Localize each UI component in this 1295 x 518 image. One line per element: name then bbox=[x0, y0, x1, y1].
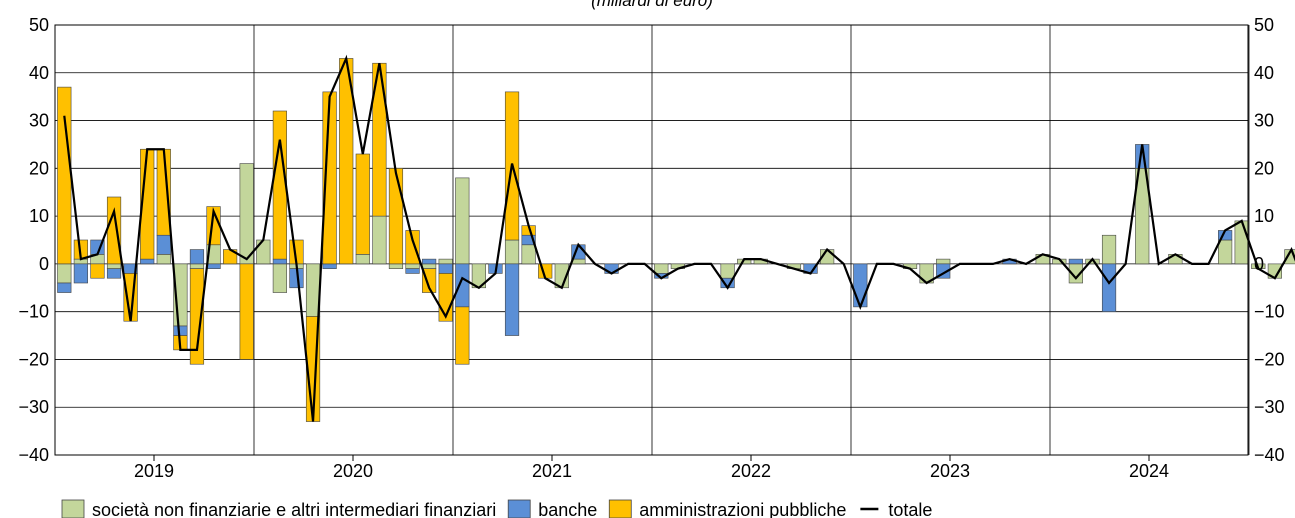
y-tick-label-left: 30 bbox=[29, 111, 49, 131]
bar-segment bbox=[272, 263, 287, 293]
y-tick-label-right: 20 bbox=[1254, 158, 1274, 178]
bar-segment bbox=[355, 153, 370, 255]
bar-segment bbox=[422, 268, 437, 293]
y-tick-label-right: 50 bbox=[1254, 15, 1274, 35]
bar-segment bbox=[1101, 234, 1117, 265]
y-tick-label-left: 10 bbox=[29, 206, 49, 226]
bar-segment bbox=[189, 249, 205, 265]
bar-segment bbox=[455, 177, 470, 265]
legend-label: società non finanziarie e altri intermed… bbox=[92, 500, 496, 518]
y-axis-right-ticks: −40 −30 −20 −10 0 10 20 30 40 50 bbox=[1254, 15, 1285, 465]
y-tick-label-right: 30 bbox=[1254, 111, 1274, 131]
bar-segment bbox=[1218, 239, 1233, 265]
y-tick-label-left: −30 bbox=[18, 397, 49, 417]
y-tick-label-right: −40 bbox=[1254, 445, 1285, 465]
bar-segment bbox=[57, 263, 72, 284]
y-tick-label-right: 0 bbox=[1254, 254, 1264, 274]
bar-segment bbox=[388, 168, 404, 265]
bar-segment bbox=[504, 239, 520, 265]
bar-segment bbox=[455, 263, 470, 308]
bar-segment bbox=[189, 268, 205, 365]
x-tick-label: 2022 bbox=[731, 461, 771, 481]
bar-segment bbox=[521, 244, 536, 265]
bar-segment bbox=[322, 263, 337, 269]
bar-segment bbox=[372, 215, 387, 265]
y-tick-label-left: 50 bbox=[29, 15, 49, 35]
y-tick-label-left: 0 bbox=[39, 254, 49, 274]
y-tick-label-right: 10 bbox=[1254, 206, 1274, 226]
bar-segment bbox=[405, 268, 420, 274]
x-axis-year-ticks: 2019 2020 2021 2022 2023 2024 bbox=[134, 455, 1169, 481]
legend-swatch bbox=[61, 499, 85, 518]
x-tick-label: 2023 bbox=[930, 461, 970, 481]
bar-segment bbox=[936, 258, 951, 265]
x-tick-label: 2024 bbox=[1129, 461, 1169, 481]
bar-segment bbox=[405, 263, 420, 269]
bar-segment bbox=[604, 263, 619, 274]
total-line bbox=[63, 54, 1295, 422]
y-tick-label-right: 40 bbox=[1254, 63, 1274, 83]
y-axis-left-ticks: −40 −30 −20 −10 0 10 20 30 40 50 bbox=[18, 15, 49, 465]
bar-segment bbox=[256, 239, 271, 265]
bar-segment bbox=[106, 196, 122, 265]
bar-segment bbox=[438, 258, 453, 265]
y-tick-label-left: −20 bbox=[18, 349, 49, 369]
legend: società non finanziarie e altri intermed… bbox=[61, 499, 932, 518]
bar-segment bbox=[140, 258, 155, 265]
bar-segment bbox=[853, 263, 868, 308]
bar-segment bbox=[1168, 254, 1183, 265]
x-tick-label: 2020 bbox=[333, 461, 373, 481]
bar-segment bbox=[388, 263, 404, 269]
bar-segment bbox=[189, 263, 205, 269]
gridlines bbox=[55, 24, 1250, 456]
bar-segment bbox=[156, 234, 171, 255]
series-line-totale bbox=[63, 54, 1295, 422]
bar-segment bbox=[654, 263, 669, 274]
x-tick-label: 2019 bbox=[134, 461, 174, 481]
bar-segment bbox=[1101, 263, 1117, 312]
legend-label: banche bbox=[538, 500, 597, 518]
bar-segment bbox=[73, 263, 88, 284]
bar-segment bbox=[57, 86, 72, 265]
bar-segment bbox=[438, 263, 453, 274]
bar-segment bbox=[90, 263, 105, 279]
y-tick-label-left: −40 bbox=[18, 445, 49, 465]
bar-segment bbox=[422, 263, 437, 269]
bars bbox=[57, 58, 1295, 422]
bar-segment bbox=[1068, 258, 1083, 265]
legend-swatch bbox=[507, 499, 531, 518]
legend-label: amministrazioni pubbliche bbox=[639, 500, 846, 518]
chart-subtitle: (miliardi di euro) bbox=[591, 0, 713, 10]
y-tick-label-right: −20 bbox=[1254, 349, 1285, 369]
bar-segment bbox=[173, 325, 188, 336]
bar-segment bbox=[57, 282, 72, 293]
legend-label: totale bbox=[888, 500, 932, 518]
bar-segment bbox=[504, 263, 520, 336]
bar-segment bbox=[239, 263, 254, 360]
bar-segment bbox=[355, 254, 370, 265]
legend-swatch bbox=[608, 499, 632, 518]
y-tick-label-left: 20 bbox=[29, 158, 49, 178]
y-tick-label-right: −30 bbox=[1254, 397, 1285, 417]
bar-segment bbox=[106, 263, 122, 269]
bar-segment bbox=[156, 254, 171, 265]
x-tick-label: 2021 bbox=[532, 461, 572, 481]
y-tick-label-right: −10 bbox=[1254, 302, 1285, 322]
y-tick-label-left: 40 bbox=[29, 63, 49, 83]
plot-border bbox=[54, 24, 1249, 456]
bar-segment bbox=[239, 163, 254, 265]
bar-segment bbox=[272, 258, 287, 265]
bar-segment bbox=[106, 268, 122, 279]
plot-frame bbox=[54, 24, 1249, 456]
bar-segment bbox=[720, 263, 735, 279]
bar-segment bbox=[455, 306, 470, 365]
bar-segment bbox=[1234, 220, 1249, 265]
bar-segment bbox=[322, 91, 337, 265]
bar-segment bbox=[206, 263, 221, 269]
bar-segment bbox=[272, 110, 287, 260]
bar-segment bbox=[405, 230, 420, 265]
bar-segment bbox=[422, 258, 437, 265]
y-tick-label-left: −10 bbox=[18, 302, 49, 322]
